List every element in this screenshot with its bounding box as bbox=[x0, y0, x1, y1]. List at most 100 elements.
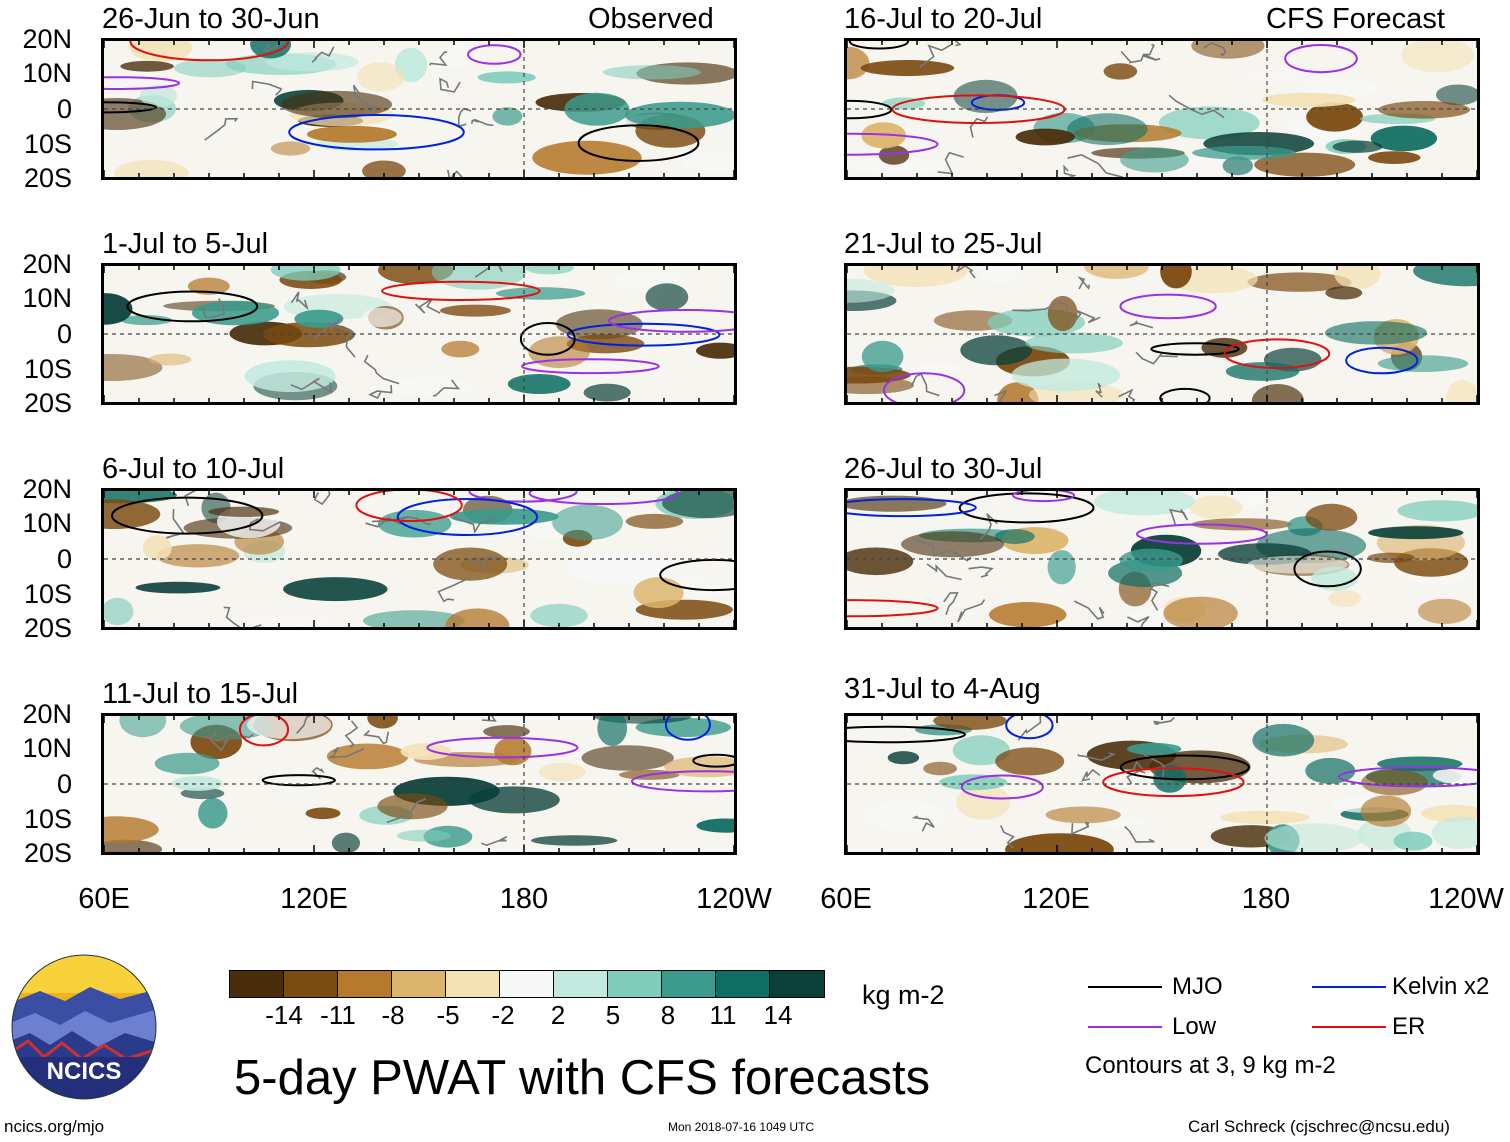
pwat-blob bbox=[120, 60, 174, 72]
map-panel bbox=[844, 263, 1480, 405]
coastline bbox=[1168, 94, 1225, 119]
pwat-blob bbox=[104, 354, 163, 381]
anomaly-contour bbox=[847, 498, 977, 518]
coastline bbox=[1071, 310, 1101, 326]
pwat-blob bbox=[552, 504, 623, 541]
coastline bbox=[386, 798, 427, 824]
pwat-blob bbox=[280, 90, 393, 119]
anomaly-contour bbox=[261, 774, 336, 787]
coastline bbox=[919, 44, 952, 68]
anomaly-contour bbox=[528, 491, 679, 505]
pwat-blob bbox=[995, 747, 1065, 776]
pwat-blob bbox=[847, 547, 914, 576]
colorbar-label: -5 bbox=[436, 1000, 460, 1030]
anomaly-contour bbox=[126, 290, 259, 323]
pwat-field bbox=[104, 491, 734, 627]
panel-tag: Observed bbox=[588, 3, 714, 35]
pwat-blob bbox=[997, 382, 1039, 402]
pwat-blob bbox=[1397, 500, 1477, 522]
pwat-blob bbox=[142, 535, 172, 561]
anomaly-contour bbox=[396, 498, 539, 536]
coastline bbox=[248, 518, 286, 532]
coastline bbox=[368, 384, 393, 400]
contour-note: Contours at 3, 9 kg m-2 bbox=[1085, 1052, 1336, 1079]
pwat-blob bbox=[645, 283, 689, 311]
pwat-blob bbox=[396, 829, 451, 842]
anomaly-contour bbox=[1293, 550, 1362, 588]
pwat-blob bbox=[1325, 286, 1363, 300]
pwat-blob bbox=[242, 614, 334, 627]
anomaly-contour bbox=[1337, 766, 1477, 788]
coastline bbox=[311, 46, 335, 63]
anomaly-contour bbox=[1119, 293, 1217, 320]
x-tick-label: 120E bbox=[280, 883, 348, 915]
pwat-blob bbox=[1084, 266, 1149, 279]
coastline bbox=[957, 599, 986, 623]
pwat-blob bbox=[1328, 589, 1361, 608]
coastline bbox=[437, 577, 469, 603]
coastline bbox=[1142, 43, 1161, 61]
y-tick-label: 10N bbox=[22, 508, 72, 538]
pwat-blob bbox=[994, 529, 1035, 544]
panel-title: 26-Jun to 30-Jun bbox=[102, 3, 320, 35]
legend-swatch-er bbox=[1312, 1026, 1386, 1028]
pwat-blob bbox=[847, 46, 870, 80]
pwat-blob bbox=[1262, 92, 1356, 107]
colorbar-cell bbox=[446, 971, 500, 997]
y-tick-label: 20S bbox=[23, 838, 72, 868]
anomaly-contour bbox=[111, 496, 264, 535]
pwat-blob bbox=[1225, 362, 1300, 381]
anomaly-contour bbox=[1119, 754, 1250, 781]
pwat-blob bbox=[441, 340, 480, 358]
pwat-blob bbox=[633, 577, 684, 609]
pwat-blob bbox=[363, 610, 465, 627]
pwat-blob bbox=[901, 531, 1004, 558]
pwat-blob bbox=[1011, 358, 1121, 392]
x-tick-label: 120E bbox=[1022, 883, 1090, 915]
y-tick-label: 0 bbox=[56, 544, 72, 574]
anomaly-contour bbox=[1159, 387, 1211, 402]
coastline bbox=[1071, 821, 1090, 836]
panel-title: 1-Jul to 5-Jul bbox=[102, 228, 269, 260]
anomaly-contour bbox=[104, 101, 158, 114]
anomaly-contour bbox=[960, 774, 1044, 800]
coastline bbox=[261, 41, 285, 53]
coastline bbox=[1203, 42, 1227, 57]
coastline bbox=[926, 563, 962, 581]
panel-title: 21-Jul to 25-Jul bbox=[844, 228, 1043, 260]
coastline bbox=[1127, 615, 1150, 627]
pwat-blob bbox=[483, 725, 530, 739]
pwat-blob bbox=[246, 716, 332, 740]
panel-tag: CFS Forecast bbox=[1266, 3, 1445, 35]
pwat-blob bbox=[174, 59, 247, 78]
pwat-blob bbox=[1300, 78, 1378, 98]
y-tick-label: 20S bbox=[23, 613, 72, 643]
colorbar-label: -2 bbox=[491, 1000, 515, 1030]
anomaly-contour bbox=[958, 492, 1095, 524]
pwat-blob bbox=[1393, 831, 1433, 851]
pwat-field bbox=[847, 716, 1477, 852]
coastline bbox=[1095, 382, 1103, 398]
coastline bbox=[209, 730, 230, 752]
coastline bbox=[363, 354, 400, 385]
legend-swatch-low bbox=[1088, 1026, 1162, 1028]
pwat-blob bbox=[1368, 526, 1464, 540]
pwat-blob bbox=[860, 60, 955, 76]
pwat-field bbox=[104, 41, 734, 177]
anomaly-contour bbox=[577, 124, 700, 162]
pwat-blob bbox=[597, 716, 628, 746]
pwat-blob bbox=[581, 745, 674, 771]
pwat-blob bbox=[1377, 355, 1469, 372]
legend-label-low: Low bbox=[1172, 1013, 1217, 1040]
pwat-blob bbox=[625, 513, 684, 529]
pwat-blob bbox=[1436, 84, 1477, 106]
pwat-blob bbox=[1413, 266, 1477, 287]
colorbar-label: -8 bbox=[381, 1000, 405, 1030]
credit: Carl Schreck (cjschrec@ncsu.edu) bbox=[1188, 1117, 1450, 1136]
coastline bbox=[352, 84, 375, 115]
site-link[interactable]: ncics.org/mjo bbox=[4, 1117, 105, 1136]
coastline bbox=[1017, 716, 1042, 741]
y-tick-label: 20S bbox=[23, 388, 72, 418]
pwat-blob bbox=[989, 602, 1067, 627]
pwat-blob bbox=[156, 544, 240, 568]
